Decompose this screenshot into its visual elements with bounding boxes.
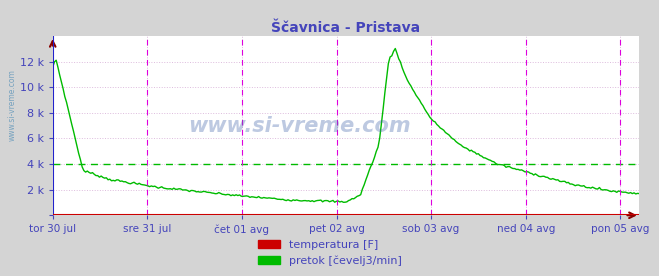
Title: Ščavnica - Pristava: Ščavnica - Pristava (272, 21, 420, 35)
Text: www.si-vreme.com: www.si-vreme.com (8, 69, 17, 141)
Legend: temperatura [F], pretok [čevelj3/min]: temperatura [F], pretok [čevelj3/min] (253, 235, 406, 270)
Text: www.si-vreme.com: www.si-vreme.com (188, 116, 411, 136)
